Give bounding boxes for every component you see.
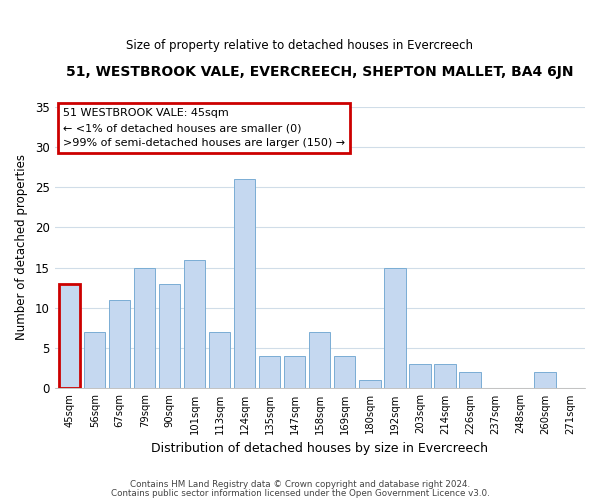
Bar — [409, 364, 431, 388]
Bar — [209, 332, 230, 388]
Bar — [134, 268, 155, 388]
Bar — [184, 260, 205, 388]
Bar — [359, 380, 380, 388]
Bar — [84, 332, 106, 388]
Bar — [109, 300, 130, 388]
Bar — [159, 284, 181, 389]
Bar — [384, 268, 406, 388]
X-axis label: Distribution of detached houses by size in Evercreech: Distribution of detached houses by size … — [151, 442, 488, 455]
Text: 51 WESTBROOK VALE: 45sqm
← <1% of detached houses are smaller (0)
>99% of semi-d: 51 WESTBROOK VALE: 45sqm ← <1% of detach… — [62, 108, 345, 148]
Bar — [334, 356, 355, 388]
Bar — [309, 332, 331, 388]
Text: Contains HM Land Registry data © Crown copyright and database right 2024.: Contains HM Land Registry data © Crown c… — [130, 480, 470, 489]
Text: Size of property relative to detached houses in Evercreech: Size of property relative to detached ho… — [127, 40, 473, 52]
Bar — [59, 284, 80, 389]
Bar — [459, 372, 481, 388]
Bar — [259, 356, 280, 388]
Bar — [434, 364, 455, 388]
Text: Contains public sector information licensed under the Open Government Licence v3: Contains public sector information licen… — [110, 489, 490, 498]
Bar — [284, 356, 305, 388]
Bar — [535, 372, 556, 388]
Bar — [234, 179, 256, 388]
Title: 51, WESTBROOK VALE, EVERCREECH, SHEPTON MALLET, BA4 6JN: 51, WESTBROOK VALE, EVERCREECH, SHEPTON … — [66, 65, 574, 79]
Y-axis label: Number of detached properties: Number of detached properties — [15, 154, 28, 340]
